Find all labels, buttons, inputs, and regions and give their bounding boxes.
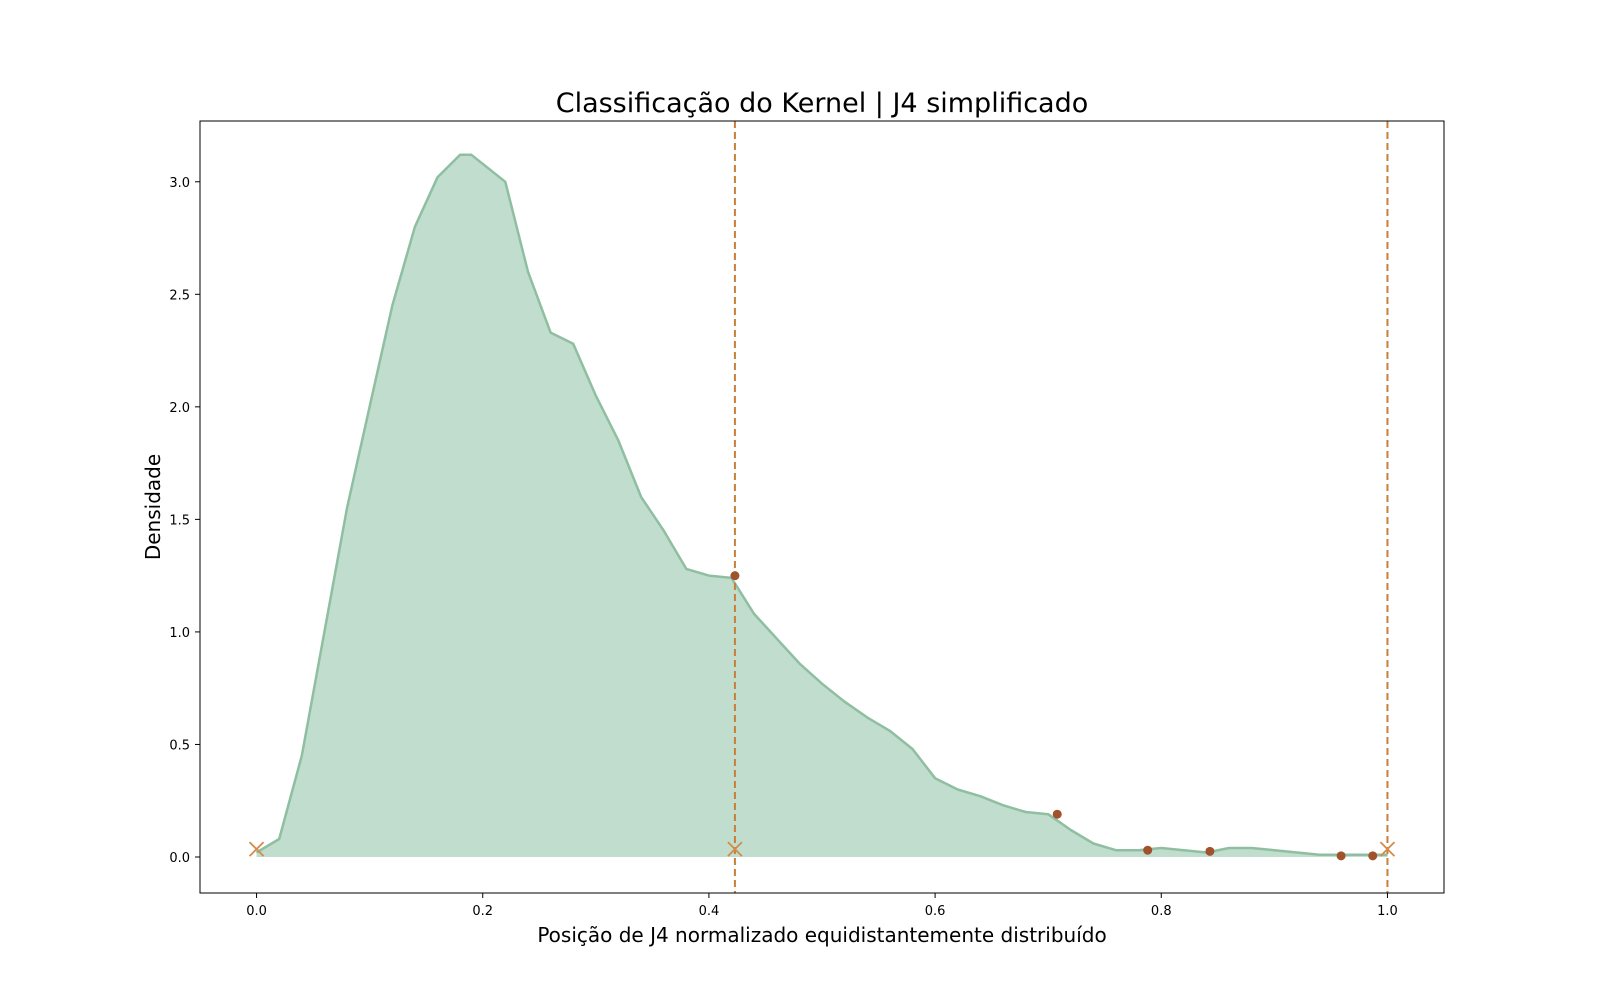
y-tick-label: 1.0 <box>169 626 190 641</box>
axes-frame <box>199 120 1445 894</box>
cross-marker-stroke <box>1379 841 1396 857</box>
density-area <box>256 154 1388 858</box>
chart-title: Classificação do Kernel | J4 simplificad… <box>556 88 1089 119</box>
cross-marker <box>727 841 743 857</box>
data-point-dot <box>1368 851 1378 861</box>
cross-marker-stroke <box>248 841 265 857</box>
y-tick-label: 1.5 <box>169 513 190 528</box>
x-tick-label: 0.0 <box>246 904 267 919</box>
cross-marker-stroke <box>727 841 743 857</box>
x-axis: 0.0 0.2 0.4 0.6 0.8 1.0 <box>246 893 1398 919</box>
y-tick-label: 2.0 <box>169 401 190 416</box>
y-tick-label: 2.5 <box>169 288 190 303</box>
density-line <box>255 153 1388 856</box>
y-tick-label: 0.5 <box>169 738 190 753</box>
data-point-dot <box>1143 845 1153 855</box>
x-axis-label: Posição de J4 normalizado equidistanteme… <box>537 923 1106 947</box>
cross-marker <box>1379 841 1396 857</box>
x-tick-label: 1.0 <box>1377 904 1398 919</box>
data-point-dot <box>1336 851 1346 861</box>
y-tick-label: 0.0 <box>169 851 190 866</box>
data-point-dot <box>730 571 740 581</box>
data-point-dot <box>1052 809 1062 819</box>
cross-marker <box>248 841 265 857</box>
plot-area <box>248 121 1396 893</box>
data-point-dot <box>1205 846 1215 856</box>
y-tick-label: 3.0 <box>169 176 190 191</box>
x-tick-label: 0.8 <box>1151 904 1172 919</box>
y-axis-label: Densidade <box>141 454 165 560</box>
x-tick-label: 0.6 <box>925 904 946 919</box>
y-axis: 0.0 0.5 1.0 1.5 2.0 2.5 3.0 <box>169 176 200 866</box>
x-tick-label: 0.4 <box>699 904 720 919</box>
x-tick-label: 0.2 <box>472 904 493 919</box>
